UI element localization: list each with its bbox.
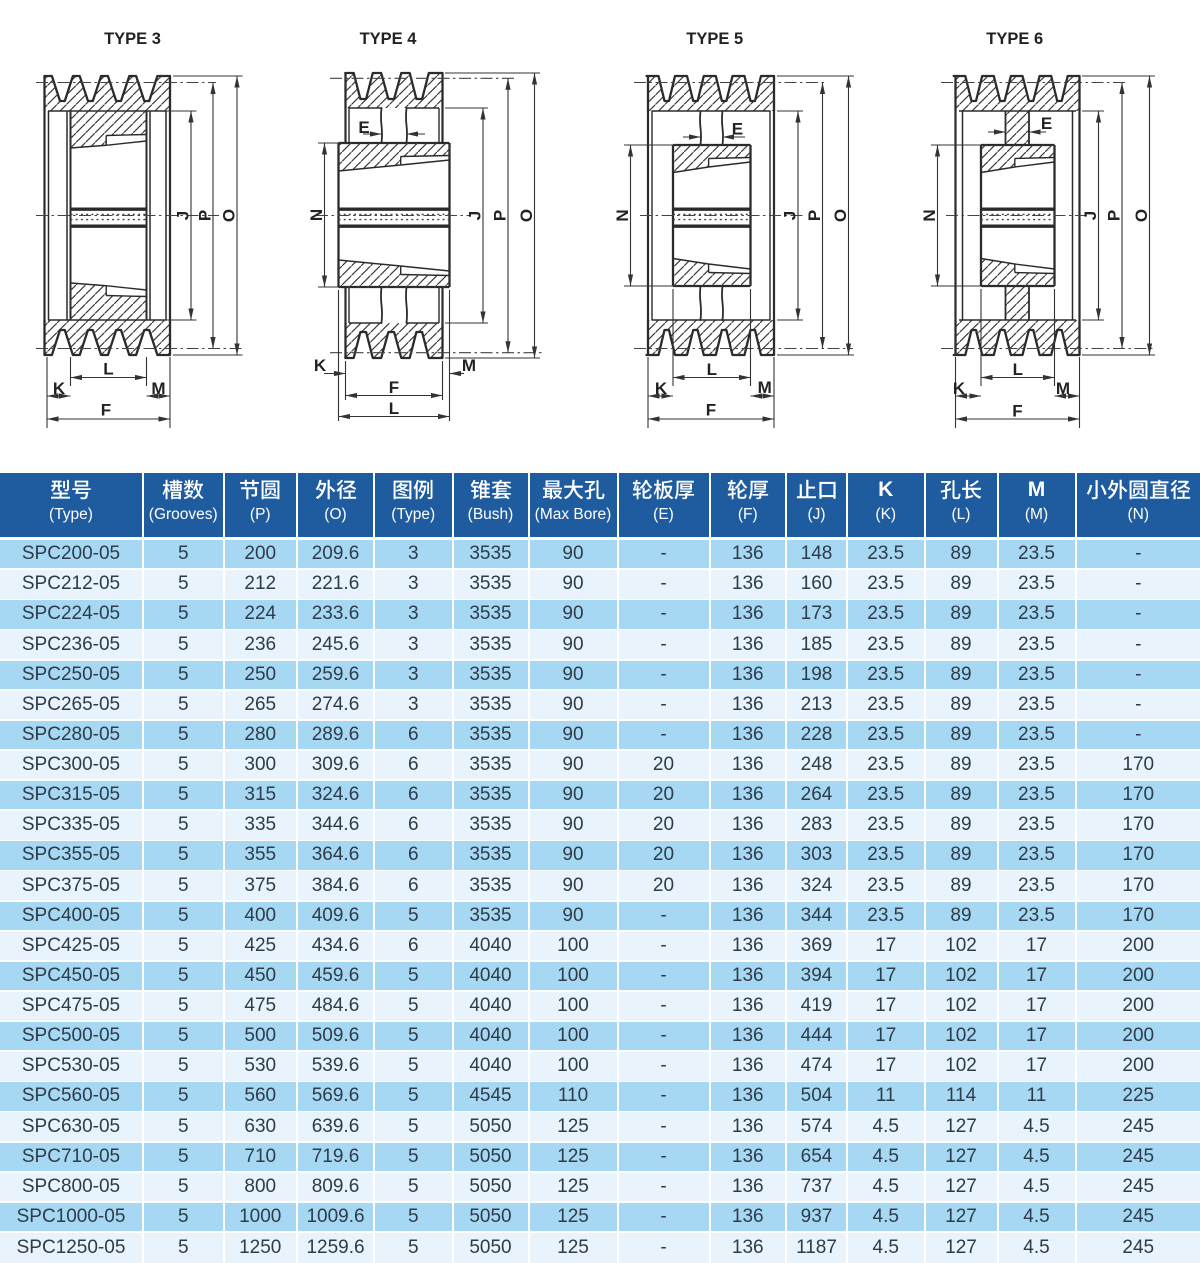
svg-text:E: E bbox=[358, 118, 369, 137]
svg-text:L: L bbox=[1013, 360, 1023, 379]
svg-text:K: K bbox=[655, 379, 668, 398]
svg-text:J: J bbox=[1081, 211, 1100, 220]
svg-text:M: M bbox=[1056, 379, 1070, 398]
svg-text:N: N bbox=[920, 209, 939, 221]
svg-text:F: F bbox=[101, 400, 111, 419]
svg-text:M: M bbox=[462, 356, 476, 375]
svg-text:N: N bbox=[613, 209, 632, 221]
svg-text:J: J bbox=[173, 211, 192, 220]
svg-text:O: O bbox=[517, 209, 536, 222]
svg-text:L: L bbox=[389, 399, 399, 418]
svg-text:TYPE 4: TYPE 4 bbox=[360, 30, 418, 48]
svg-text:TYPE 5: TYPE 5 bbox=[686, 30, 743, 48]
svg-text:N: N bbox=[307, 209, 326, 221]
svg-text:P: P bbox=[805, 210, 824, 221]
svg-text:TYPE 3: TYPE 3 bbox=[104, 30, 161, 48]
svg-text:F: F bbox=[1012, 401, 1022, 420]
svg-text:L: L bbox=[707, 360, 717, 379]
svg-text:L: L bbox=[103, 359, 113, 378]
svg-text:P: P bbox=[1104, 210, 1123, 221]
svg-text:E: E bbox=[1041, 114, 1052, 133]
svg-text:J: J bbox=[780, 211, 799, 220]
svg-text:E: E bbox=[732, 119, 743, 138]
svg-text:F: F bbox=[706, 400, 716, 419]
svg-text:K: K bbox=[53, 379, 66, 398]
svg-text:K: K bbox=[314, 356, 327, 375]
svg-text:K: K bbox=[953, 379, 966, 398]
svg-text:M: M bbox=[151, 379, 165, 398]
svg-text:O: O bbox=[831, 209, 850, 222]
svg-text:P: P bbox=[490, 210, 509, 221]
svg-text:TYPE 6: TYPE 6 bbox=[986, 30, 1043, 48]
svg-text:F: F bbox=[389, 378, 399, 397]
svg-text:O: O bbox=[1132, 209, 1151, 222]
svg-text:M: M bbox=[758, 378, 772, 397]
svg-text:P: P bbox=[195, 210, 214, 221]
svg-text:O: O bbox=[219, 209, 238, 222]
svg-text:J: J bbox=[465, 211, 484, 220]
